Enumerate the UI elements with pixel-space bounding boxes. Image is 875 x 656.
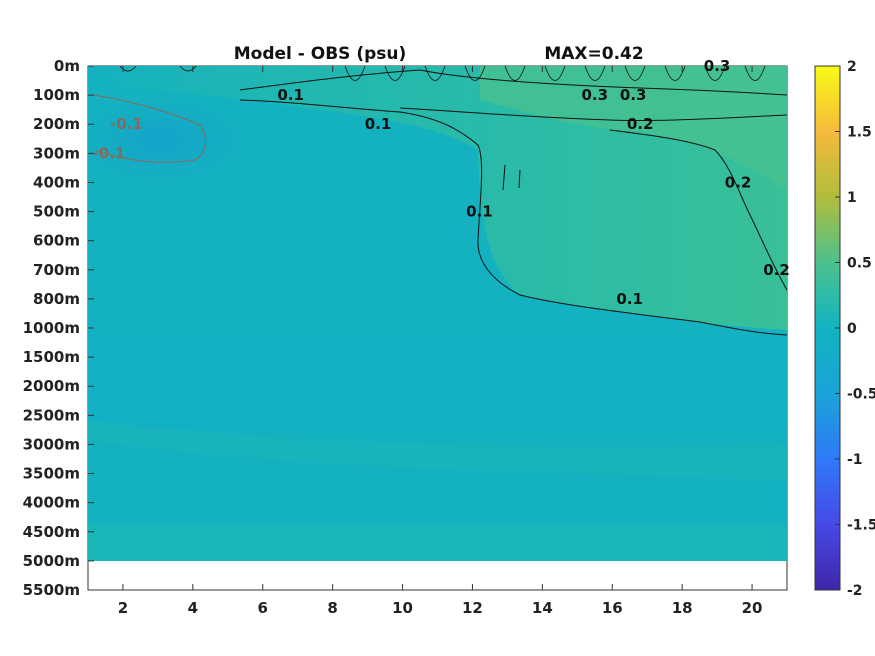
colorbar-ticks: 2 1.5 1 0.5 0 -0.5 -1 -1.5 -2 xyxy=(835,59,875,599)
y-tick-label: 300m xyxy=(33,144,80,162)
y-tick-label: 2000m xyxy=(23,377,80,395)
contour-lines xyxy=(239,69,787,336)
contour-label: 0.2 xyxy=(627,115,654,133)
x-tick-label: 20 xyxy=(742,599,763,617)
x-tick-label: 10 xyxy=(392,599,413,617)
contour-label: 0.1 xyxy=(616,290,643,308)
y-tick-label: 400m xyxy=(33,173,80,191)
contour-label: 0.3 xyxy=(581,86,608,104)
y-tick-label: 800m xyxy=(33,290,80,308)
y-tick-label: 3000m xyxy=(23,435,80,453)
x-tick-label: 14 xyxy=(532,599,553,617)
x-axis: 2 4 6 8 10 12 14 16 18 20 xyxy=(118,66,763,617)
x-tick-label: 12 xyxy=(462,599,483,617)
contour-label: 0.3 xyxy=(620,86,647,104)
y-tick-label: 5500m xyxy=(23,581,80,599)
colorbar-tick-label: 1.5 xyxy=(847,125,872,141)
y-tick-label: 1000m xyxy=(23,319,80,337)
contour-label: 0.2 xyxy=(763,261,790,279)
x-tick-label: 4 xyxy=(188,599,198,617)
contour-labels: 0.1 0.1 0.1 0.1 0.3 0.3 0.3 0.2 0.2 0.2 -0.1 -0.1 xyxy=(93,57,790,308)
colorbar-tick-label: -1.5 xyxy=(847,518,875,534)
x-tick-label: 6 xyxy=(258,599,268,617)
y-tick-label: 700m xyxy=(33,261,80,279)
y-tick-label: 1500m xyxy=(23,348,80,366)
contour-label: -0.1 xyxy=(110,115,143,133)
y-axis: 0m 100m 200m 300m 400m 500m 600m 700m 800m 1000m 1… xyxy=(23,57,94,599)
colorbar-tick-label: 0 xyxy=(847,321,857,337)
colorbar: 2 1.5 1 0.5 0 -0.5 -1 -1.5 -2 xyxy=(814,59,875,599)
x-tick-label: 18 xyxy=(672,599,693,617)
colorbar-tick-label: 1 xyxy=(847,190,857,206)
colorbar-tick-label: 0.5 xyxy=(847,256,872,272)
x-tick-label: 8 xyxy=(327,599,337,617)
y-tick-label: 4500m xyxy=(23,523,80,541)
colorbar-tick-label: -0.5 xyxy=(847,387,875,403)
y-tick-label: 600m xyxy=(33,232,80,250)
x-tick-label: 2 xyxy=(118,599,128,617)
y-tick-label: 200m xyxy=(33,115,80,133)
y-tick-label: 3500m xyxy=(23,465,80,483)
contour-label: 0.1 xyxy=(365,115,392,133)
y-tick-label: 0m xyxy=(54,57,80,75)
y-tick-label: 500m xyxy=(33,203,80,221)
colorbar-tick-label: 2 xyxy=(847,59,857,75)
contour-label: 0.3 xyxy=(704,57,731,75)
heatmap-field xyxy=(88,66,787,561)
x-tick-label: 16 xyxy=(602,599,623,617)
y-tick-label: 100m xyxy=(33,86,80,104)
plot-area: 0.1 0.1 0.1 0.1 0.3 0.3 0.3 0.2 0.2 0.2 -0.1 -0.1 xyxy=(87,57,790,591)
colorbar-tick-label: -2 xyxy=(847,583,863,599)
y-tick-label: 2500m xyxy=(23,406,80,424)
chart-title: Model - OBS (psu) xyxy=(234,44,407,64)
colorbar-tick-label: -1 xyxy=(847,452,863,468)
contour-label: 0.1 xyxy=(277,86,304,104)
contour-label: 0.2 xyxy=(725,173,752,191)
surface-ripples xyxy=(119,66,766,81)
contour-label: 0.1 xyxy=(466,203,493,221)
contour-label: -0.1 xyxy=(93,144,126,162)
y-tick-label: 5000m xyxy=(23,552,80,570)
contour-lines-negative xyxy=(91,94,206,163)
max-label: MAX=0.42 xyxy=(544,44,643,64)
y-tick-label: 4000m xyxy=(23,494,80,512)
